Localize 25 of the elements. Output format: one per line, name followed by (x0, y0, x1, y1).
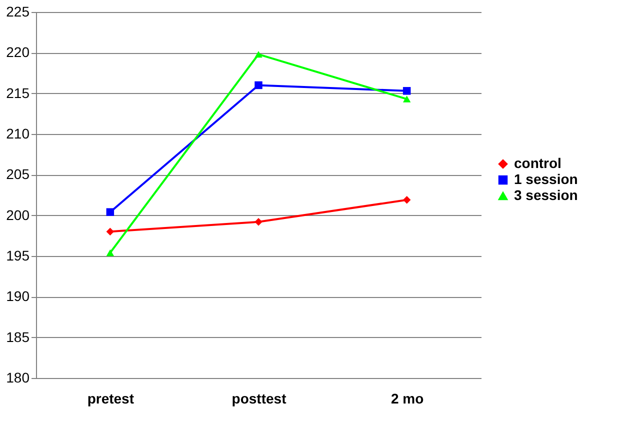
y-tick-label: 185 (6, 328, 30, 345)
x-tick-label: pretest (87, 390, 134, 406)
legend-label: control (514, 155, 562, 171)
point (402, 196, 411, 204)
point (106, 249, 114, 256)
y-tick-label: 210 (6, 126, 30, 142)
point (402, 96, 411, 102)
y-tick-label: 195 (6, 248, 30, 264)
point (254, 81, 262, 90)
y-tick-label: 200 (6, 206, 30, 223)
legend-label: 3 session (514, 187, 578, 203)
y-tick-label: 215 (6, 84, 30, 101)
x-tick-label: 2 mo (390, 390, 424, 406)
y-tick-label: 205 (6, 166, 30, 182)
y-tick-label: 190 (6, 288, 30, 304)
point (402, 87, 411, 95)
point (254, 50, 262, 58)
legend-label: 1 session (514, 171, 578, 187)
point (106, 228, 114, 236)
y-tick-label: 220 (6, 44, 30, 60)
y-tick-label: 180 (6, 370, 30, 386)
point (106, 208, 114, 216)
point (254, 218, 262, 226)
y-tick-label: 225 (6, 4, 30, 20)
x-tick-label: posttest (232, 390, 287, 406)
